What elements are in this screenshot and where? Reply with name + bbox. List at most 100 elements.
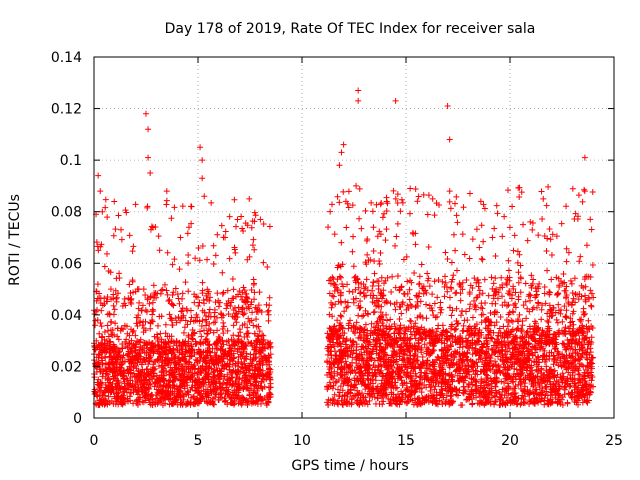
- data-point: [248, 224, 255, 231]
- data-point: [388, 288, 395, 295]
- data-point: [230, 322, 237, 329]
- data-point: [412, 241, 419, 248]
- data-point: [568, 280, 575, 287]
- data-point: [179, 305, 186, 312]
- data-point: [220, 323, 227, 330]
- data-point: [453, 267, 460, 274]
- data-point: [512, 300, 519, 307]
- data-point: [387, 316, 394, 323]
- data-point: [460, 204, 467, 211]
- data-point: [370, 248, 377, 255]
- data-point: [179, 307, 186, 314]
- data-point: [479, 290, 486, 297]
- data-point: [188, 346, 195, 353]
- data-point: [168, 300, 175, 307]
- data-point: [98, 334, 105, 341]
- data-point: [188, 203, 195, 210]
- data-point: [185, 252, 192, 259]
- data-point: [130, 243, 137, 250]
- data-point: [533, 292, 540, 299]
- data-point: [371, 308, 378, 315]
- data-point: [232, 223, 239, 230]
- data-point: [220, 319, 227, 326]
- data-point: [550, 361, 557, 368]
- data-point: [111, 306, 118, 313]
- data-point: [206, 342, 213, 349]
- data-point: [527, 297, 534, 304]
- data-point: [246, 195, 253, 202]
- data-point: [506, 224, 513, 231]
- data-point: [569, 185, 576, 192]
- data-point: [126, 232, 133, 239]
- data-point: [231, 196, 238, 203]
- data-point: [511, 232, 518, 239]
- data-point: [226, 213, 233, 220]
- data-point: [251, 246, 258, 253]
- data-point: [222, 228, 229, 235]
- data-point: [115, 212, 122, 219]
- data-point: [184, 388, 191, 395]
- data-point: [458, 312, 465, 319]
- data-point: [184, 230, 191, 237]
- data-point: [235, 332, 242, 339]
- data-point: [498, 378, 505, 385]
- data-point: [136, 299, 143, 306]
- data-point: [247, 395, 254, 402]
- data-point: [464, 317, 471, 324]
- data-point: [457, 297, 464, 304]
- data-point: [586, 295, 593, 302]
- data-point: [431, 212, 438, 219]
- data-point: [454, 320, 461, 327]
- data-point: [382, 237, 389, 244]
- data-point: [121, 296, 128, 303]
- data-point: [266, 294, 273, 301]
- data-point: [166, 311, 173, 318]
- data-point: [396, 316, 403, 323]
- data-point: [204, 286, 211, 293]
- data-point: [559, 318, 566, 325]
- data-point: [102, 392, 109, 399]
- data-point: [377, 201, 384, 208]
- data-point: [156, 247, 163, 254]
- data-point: [588, 290, 595, 297]
- data-point: [539, 216, 546, 223]
- data-point: [389, 273, 396, 280]
- data-point: [123, 323, 130, 330]
- data-point: [110, 302, 117, 309]
- data-point: [523, 315, 530, 322]
- data-point: [151, 289, 158, 296]
- data-point: [265, 317, 272, 324]
- data-point: [488, 274, 495, 281]
- data-point: [417, 312, 424, 319]
- data-point: [148, 391, 155, 398]
- data-point: [266, 223, 273, 230]
- data-point: [588, 303, 595, 310]
- data-point: [383, 194, 390, 201]
- data-point: [415, 193, 422, 200]
- data-point: [182, 279, 189, 286]
- data-point: [461, 251, 468, 258]
- data-point: [230, 295, 237, 302]
- data-point: [490, 280, 497, 287]
- data-point: [478, 255, 485, 262]
- data-point: [130, 289, 137, 296]
- data-point: [538, 316, 545, 323]
- data-point: [224, 302, 231, 309]
- data-point: [179, 290, 186, 297]
- data-point: [158, 359, 165, 366]
- data-point: [329, 313, 336, 320]
- data-point: [453, 193, 460, 200]
- data-point: [368, 199, 375, 206]
- data-point: [155, 363, 162, 370]
- data-point: [128, 295, 135, 302]
- data-point: [114, 333, 121, 340]
- data-point: [212, 299, 219, 306]
- data-point: [516, 311, 523, 318]
- data-point: [240, 394, 247, 401]
- data-point: [250, 281, 257, 288]
- data-point: [394, 220, 401, 227]
- data-point: [451, 326, 458, 333]
- data-point: [199, 279, 206, 286]
- data-point: [219, 290, 226, 297]
- data-point: [442, 279, 449, 286]
